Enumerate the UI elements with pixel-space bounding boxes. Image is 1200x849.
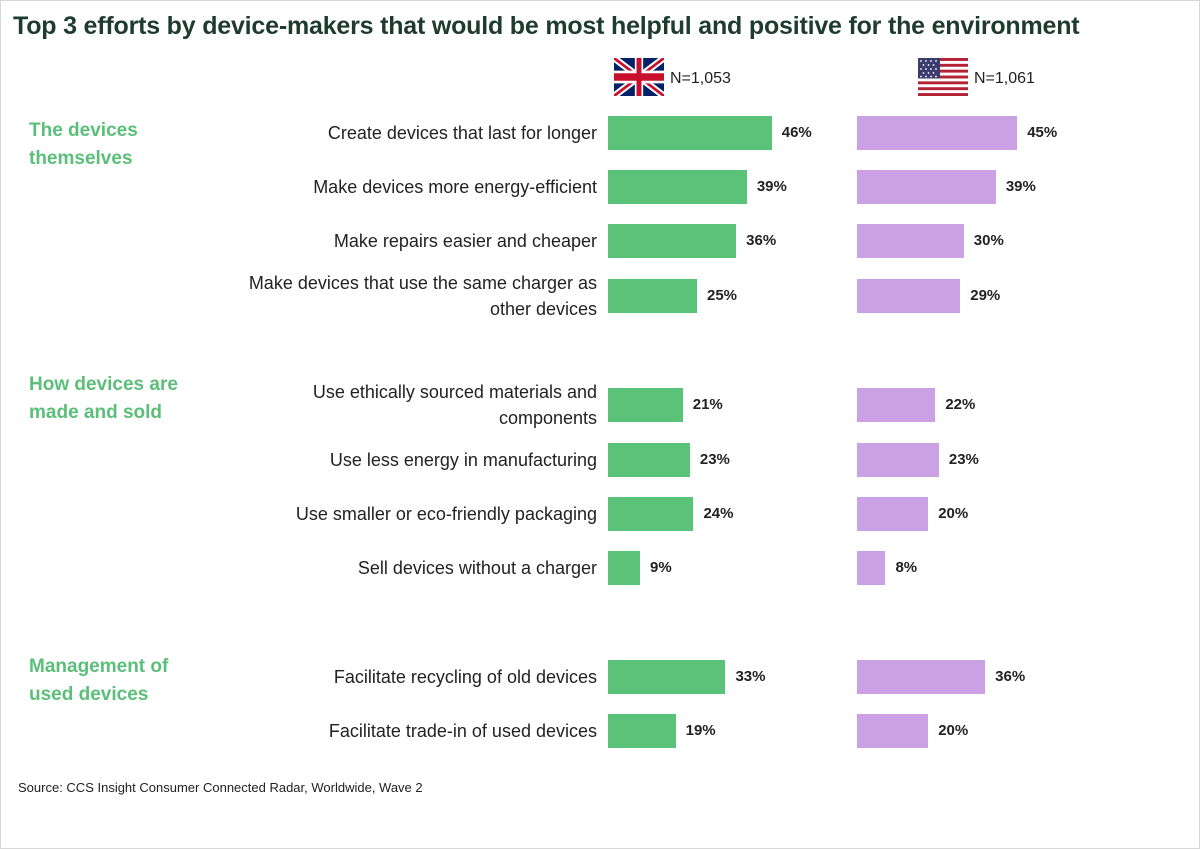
category-label-facilitate-trade-in-of-used-devices: Facilitate trade-in of used devices — [328, 721, 597, 741]
us-value-label-sell-devices-without-a-charger: 8% — [895, 559, 918, 576]
us-value-label-use-ethically-sourced-materials-and-components: 22% — [945, 396, 976, 413]
us-bar-make-repairs-easier-and-cheaper — [857, 224, 964, 258]
uk-value-label-facilitate-recycling-of-old-devices: 33% — [735, 668, 766, 685]
us-bar-make-devices-that-use-the-same-charger-as-other-devices — [857, 279, 961, 313]
us-bar-make-devices-more-energy-efficient — [857, 170, 996, 204]
uk-bar-use-ethically-sourced-materials-and-components — [608, 388, 683, 422]
uk-bar-make-devices-more-energy-efficient — [608, 170, 747, 204]
category-label-create-devices-that-last-for-longer: Create devices that last for longer — [327, 123, 597, 143]
uk-value-label-make-devices-that-use-the-same-charger-as-other-devices: 25% — [707, 287, 738, 304]
uk-bar-use-less-energy-in-manufacturing — [608, 443, 690, 477]
us-value-label-use-less-energy-in-manufacturing: 23% — [948, 451, 979, 468]
uk-value-label-facilitate-trade-in-of-used-devices: 19% — [685, 722, 716, 739]
uk-value-label-create-devices-that-last-for-longer: 46% — [781, 124, 812, 141]
us-bar-facilitate-recycling-of-old-devices — [857, 660, 986, 694]
group-label-management-used-devices: Management of used devices — [29, 656, 169, 705]
us-value-label-make-devices-that-use-the-same-charger-as-other-devices: 29% — [970, 287, 1001, 304]
us-value-label-facilitate-trade-in-of-used-devices: 20% — [938, 722, 969, 739]
us-bar-create-devices-that-last-for-longer — [857, 116, 1018, 150]
uk-bar-make-devices-that-use-the-same-charger-as-other-devices — [608, 279, 697, 313]
uk-bar-facilitate-recycling-of-old-devices — [608, 660, 726, 694]
us-bar-facilitate-trade-in-of-used-devices — [857, 714, 929, 748]
us-bar-use-ethically-sourced-materials-and-components — [857, 388, 936, 422]
uk-bar-facilitate-trade-in-of-used-devices — [608, 714, 676, 748]
source-note: Source: CCS Insight Consumer Connected R… — [18, 780, 423, 795]
uk-value-label-use-smaller-or-eco-friendly-packaging: 24% — [703, 505, 734, 522]
uk-value-label-sell-devices-without-a-charger: 9% — [650, 559, 672, 576]
us-value-label-make-repairs-easier-and-cheaper: 30% — [973, 232, 1004, 249]
us-bar-use-less-energy-in-manufacturing — [857, 443, 939, 477]
category-label-use-less-energy-in-manufacturing: Use less energy in manufacturing — [329, 450, 597, 470]
group-label-devices-themselves: The devices themselves — [29, 120, 138, 169]
category-label-make-devices-more-energy-efficient: Make devices more energy-efficient — [313, 177, 597, 197]
category-label-sell-devices-without-a-charger: Sell devices without a charger — [357, 558, 597, 578]
category-label-make-devices-that-use-the-same-charger-as-other-devices: Make devices that use the same charger a… — [248, 273, 597, 319]
uk-value-label-use-less-energy-in-manufacturing: 23% — [699, 451, 730, 468]
us-value-label-facilitate-recycling-of-old-devices: 36% — [995, 668, 1026, 685]
category-label-use-ethically-sourced-materials-and-components: Use ethically sourced materials and comp… — [312, 382, 597, 428]
uk-sample-size: N=1,053 — [670, 70, 731, 87]
category-label-use-smaller-or-eco-friendly-packaging: Use smaller or eco-friendly packaging — [295, 504, 597, 524]
us-value-label-make-devices-more-energy-efficient: 39% — [1005, 178, 1036, 195]
uk-bar-create-devices-that-last-for-longer — [608, 116, 772, 150]
uk-bar-use-smaller-or-eco-friendly-packaging — [608, 497, 694, 531]
uk-bar-make-repairs-easier-and-cheaper — [608, 224, 737, 258]
uk-value-label-use-ethically-sourced-materials-and-components: 21% — [692, 396, 723, 413]
us-value-label-create-devices-that-last-for-longer: 45% — [1027, 124, 1058, 141]
category-label-make-repairs-easier-and-cheaper: Make repairs easier and cheaper — [333, 231, 597, 251]
us-bar-use-smaller-or-eco-friendly-packaging — [857, 497, 929, 531]
us-bar-sell-devices-without-a-charger — [857, 551, 886, 585]
group-label-made-and-sold: How devices are made and sold — [29, 374, 178, 423]
uk-bar-sell-devices-without-a-charger — [608, 551, 641, 585]
chart-title: Top 3 efforts by device-makers that woul… — [13, 12, 1080, 40]
uk-value-label-make-devices-more-energy-efficient: 39% — [756, 178, 787, 195]
us-flag-icon — [918, 58, 968, 96]
us-sample-size: N=1,061 — [974, 70, 1035, 87]
us-value-label-use-smaller-or-eco-friendly-packaging: 20% — [938, 505, 969, 522]
uk-flag-icon — [614, 58, 664, 96]
category-label-facilitate-recycling-of-old-devices: Facilitate recycling of old devices — [333, 667, 597, 687]
uk-value-label-make-repairs-easier-and-cheaper: 36% — [746, 232, 777, 249]
